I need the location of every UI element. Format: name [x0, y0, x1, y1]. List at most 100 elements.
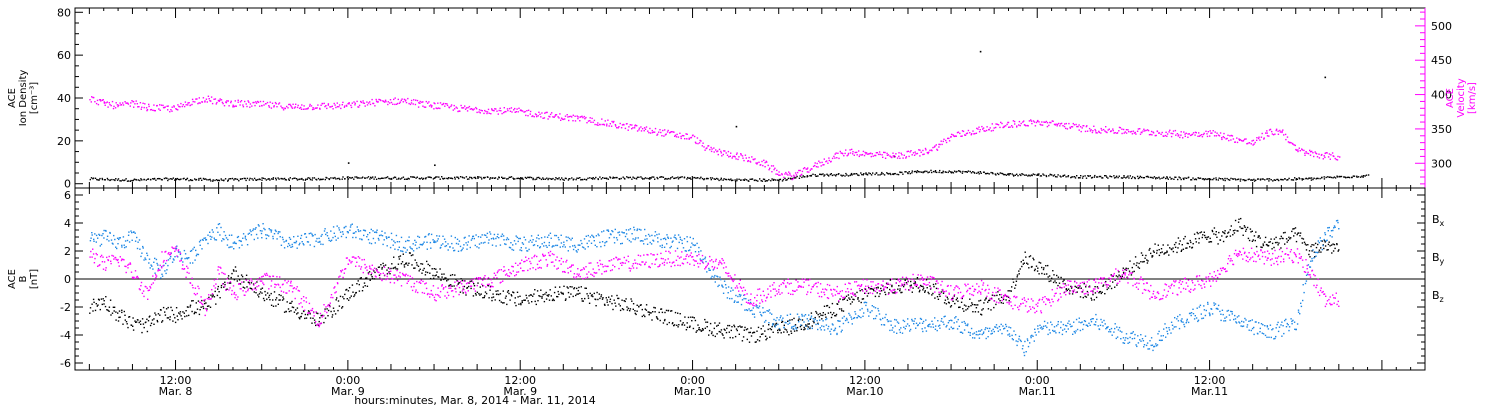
- density-series-point: [771, 178, 773, 180]
- density-series-point: [799, 175, 801, 177]
- bx-series-point: [1318, 251, 1320, 253]
- bx-series-point: [969, 298, 971, 300]
- velocity-series-point: [876, 152, 878, 154]
- by-series-point: [227, 238, 229, 241]
- bx-series-point: [1068, 293, 1071, 295]
- bx-series-point: [281, 299, 284, 301]
- bx-series-point: [861, 289, 863, 291]
- density-series-point: [1052, 175, 1055, 177]
- velocity-series-point: [290, 106, 293, 108]
- by-series-point: [907, 318, 909, 320]
- bx-series-point: [872, 288, 875, 291]
- density-series-point: [96, 178, 98, 181]
- density-series-point: [654, 178, 656, 180]
- density-series-point: [810, 174, 813, 177]
- bx-series-point: [345, 289, 347, 291]
- bx-series-point: [564, 299, 567, 301]
- bx-series-point: [192, 300, 194, 302]
- by-series-point: [853, 317, 856, 319]
- by-series-point: [287, 245, 289, 248]
- density-series-point: [1140, 176, 1143, 179]
- density-series-point: [288, 179, 290, 181]
- velocity-series-point: [486, 111, 489, 113]
- velocity-series-point: [702, 142, 704, 144]
- bx-series-point: [573, 287, 576, 289]
- bx-series-point: [1175, 241, 1177, 244]
- velocity-series-point: [756, 162, 759, 164]
- by-series-point: [718, 284, 720, 286]
- bx-series-point: [462, 292, 464, 294]
- bx-series-point: [738, 333, 740, 335]
- density-series-point: [302, 179, 304, 181]
- density-series-point: [481, 178, 483, 180]
- by-series-point: [160, 266, 163, 268]
- by-series-point: [991, 332, 993, 335]
- bx-series-point: [1012, 278, 1014, 280]
- by-series-point: [739, 295, 741, 298]
- bx-series-point: [341, 306, 344, 308]
- velocity-series-point: [410, 102, 413, 104]
- by-series-point: [520, 249, 523, 252]
- by-series-point: [437, 238, 439, 240]
- bx-series-point: [169, 316, 171, 318]
- by-series-point: [380, 234, 382, 236]
- bx-series-point: [573, 288, 575, 290]
- bx-series-point: [777, 331, 779, 334]
- velocity-series-point: [1314, 151, 1316, 153]
- bx-series-point: [1147, 260, 1149, 262]
- density-series-point: [1251, 179, 1254, 181]
- by-series-point: [587, 246, 589, 248]
- density-series-point: [1328, 176, 1331, 178]
- density-series-point: [1166, 177, 1168, 179]
- bx-series-point: [558, 293, 560, 295]
- bx-series-point: [1018, 273, 1020, 275]
- velocity-series-point: [590, 121, 592, 123]
- velocity-series-point: [738, 156, 740, 158]
- by-series-point: [963, 320, 965, 323]
- density-series-point: [1137, 177, 1140, 180]
- bx-series-point: [315, 324, 317, 327]
- bx-series-point: [392, 267, 394, 270]
- density-series-point: [245, 179, 247, 182]
- velocity-series-point: [677, 136, 680, 138]
- density-series-point: [269, 179, 271, 181]
- by-series-point: [813, 320, 815, 322]
- by-series-point: [153, 261, 155, 263]
- velocity-series-point: [183, 105, 186, 108]
- bx-series-point: [689, 325, 691, 327]
- velocity-series-point: [509, 110, 512, 112]
- by-series-point: [134, 232, 136, 234]
- velocity-series-point: [325, 105, 327, 107]
- velocity-series-point: [1285, 138, 1287, 141]
- density-series-point: [1353, 175, 1356, 177]
- velocity-series-point: [416, 99, 419, 102]
- density-series-point: [344, 178, 346, 180]
- velocity-series-point: [437, 107, 440, 109]
- bx-series-point: [807, 326, 810, 328]
- density-series-point: [1036, 174, 1038, 176]
- by-series-point: [330, 239, 333, 241]
- density-series-point: [894, 172, 896, 175]
- density-series-point: [295, 178, 298, 180]
- velocity-series-point: [1090, 129, 1092, 131]
- density-series-point: [255, 179, 258, 181]
- velocity-series-point: [856, 154, 858, 156]
- by-series-point: [543, 245, 545, 247]
- bx-series-point: [492, 296, 495, 298]
- velocity-series-point: [501, 112, 503, 115]
- velocity-series-point: [541, 112, 543, 114]
- velocity-series-point: [636, 130, 639, 132]
- velocity-series-point: [127, 103, 130, 105]
- density-series-point: [1134, 177, 1136, 180]
- density-series-point: [520, 177, 522, 179]
- velocity-series-point: [1054, 124, 1057, 126]
- bx-series-point: [1317, 243, 1319, 246]
- velocity-series-point: [544, 112, 546, 114]
- density-series-point: [1348, 176, 1351, 179]
- velocity-series-point: [1014, 123, 1016, 125]
- by-series-point: [293, 241, 295, 244]
- bx-series-point: [999, 300, 1001, 302]
- bx-series-point: [305, 317, 308, 319]
- bx-series-point: [231, 272, 233, 275]
- bx-series-point: [548, 299, 551, 301]
